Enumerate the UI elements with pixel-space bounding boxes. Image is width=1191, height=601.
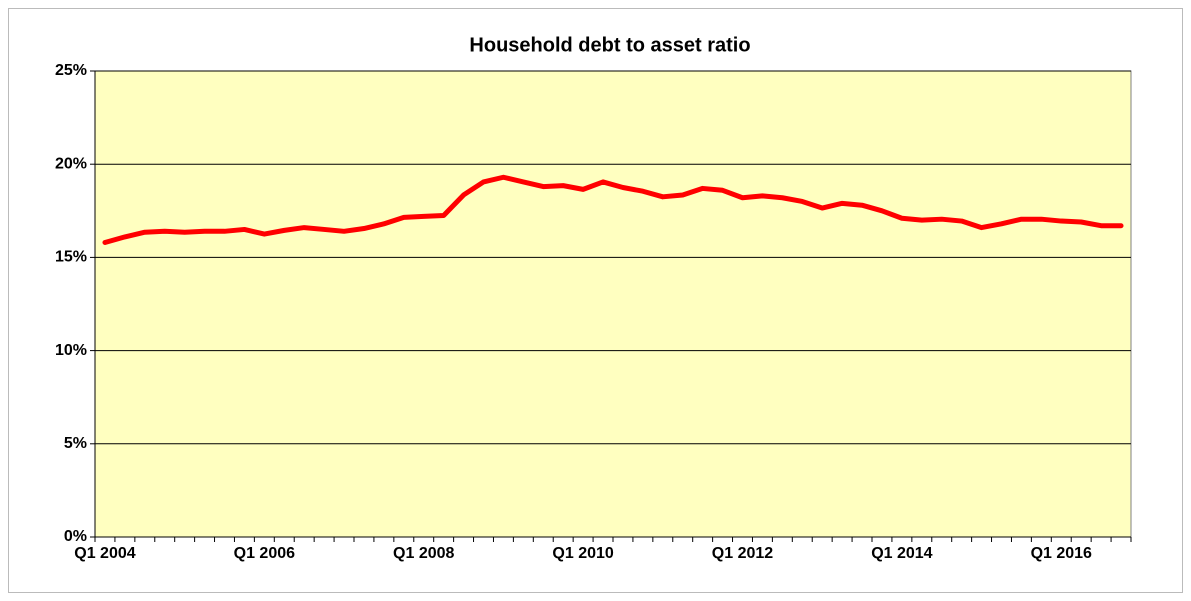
y-tick-label: 20% (55, 155, 87, 172)
x-tick-label: Q1 2006 (234, 545, 295, 562)
y-tick-label: 15% (55, 249, 87, 266)
y-tick-label: 5% (64, 435, 87, 452)
data-line (102, 174, 1124, 245)
y-tick-label: 25% (55, 62, 87, 79)
x-tick-label: Q1 2010 (552, 545, 613, 562)
y-tick-label: 10% (55, 342, 87, 359)
chart-title: Household debt to asset ratio (469, 34, 750, 56)
x-tick-label: Q1 2016 (1031, 545, 1092, 562)
x-tick-label: Q1 2008 (393, 545, 454, 562)
x-tick-label: Q1 2014 (871, 545, 932, 562)
plot-area (94, 70, 1132, 538)
x-tick-label: Q1 2004 (74, 545, 135, 562)
x-tick-label: Q1 2012 (712, 545, 773, 562)
y-tick-label: 0% (64, 528, 87, 545)
